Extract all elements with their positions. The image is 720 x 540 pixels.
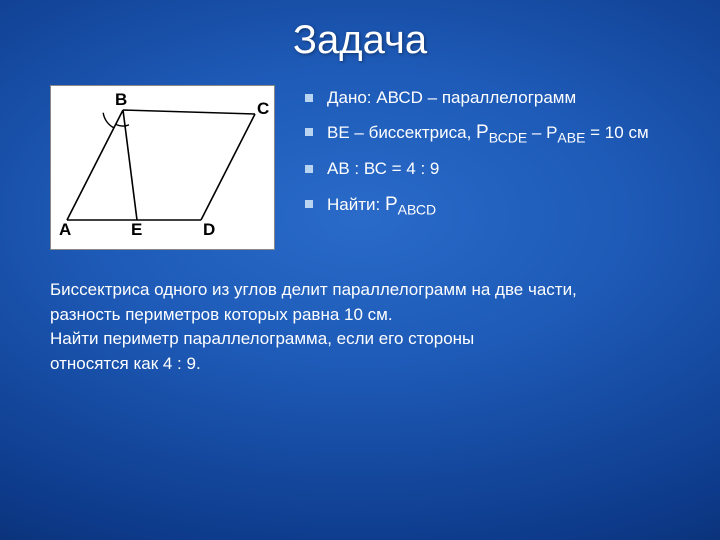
bullets-list: Дано: АВСD – параллелограмм ВЕ – биссект… bbox=[305, 85, 670, 229]
slide-title: Задача bbox=[50, 18, 670, 63]
content-row: A B C D E Дано: АВСD – параллелограмм ВЕ – б… bbox=[50, 85, 670, 250]
bullet-text: Найти: РАВСD bbox=[327, 191, 670, 220]
subscript: АВСD bbox=[398, 202, 436, 218]
statement-line: Биссектриса одного из углов делит паралл… bbox=[50, 278, 670, 303]
bullet-ratio: АВ : ВС = 4 : 9 bbox=[305, 156, 670, 182]
slide: Задача A B C D E Дано: АВСD – параллелограмм… bbox=[0, 0, 720, 540]
svg-text:B: B bbox=[115, 90, 127, 109]
perimeter-symbol: Р bbox=[385, 194, 398, 215]
bullet-given: Дано: АВСD – параллелограмм bbox=[305, 85, 670, 111]
bullet-bisector: ВЕ – биссектриса, РВСDЕ – РАВЕ = 10 см bbox=[305, 119, 670, 148]
subscript: АВЕ bbox=[557, 129, 585, 145]
statement-line: разность периметров которых равна 10 см. bbox=[50, 303, 670, 328]
bullet-text: Дано: АВСD – параллелограмм bbox=[327, 85, 670, 111]
diagram-container: A B C D E bbox=[50, 85, 275, 250]
bullet-text: АВ : ВС = 4 : 9 bbox=[327, 156, 670, 182]
text-fragment: = 10 см bbox=[585, 123, 648, 142]
text-fragment: Найти: bbox=[327, 195, 385, 214]
perimeter-symbol: Р bbox=[476, 122, 489, 143]
bullet-icon bbox=[305, 165, 313, 173]
bullet-icon bbox=[305, 94, 313, 102]
problem-statement: Биссектриса одного из углов делит паралл… bbox=[50, 278, 670, 377]
text-fragment: ВЕ – биссектриса, bbox=[327, 123, 476, 142]
svg-text:D: D bbox=[203, 220, 215, 239]
bullet-find: Найти: РАВСD bbox=[305, 191, 670, 220]
statement-line: относятся как 4 : 9. bbox=[50, 352, 670, 377]
bullet-text: ВЕ – биссектриса, РВСDЕ – РАВЕ = 10 см bbox=[327, 119, 670, 148]
svg-text:C: C bbox=[257, 99, 269, 118]
subscript: ВСDЕ bbox=[489, 129, 527, 145]
svg-text:E: E bbox=[131, 220, 142, 239]
bullet-icon bbox=[305, 200, 313, 208]
svg-text:A: A bbox=[59, 220, 71, 239]
bullet-icon bbox=[305, 128, 313, 136]
text-fragment: – Р bbox=[527, 123, 557, 142]
statement-line: Найти периметр параллелограмма, если его… bbox=[50, 327, 670, 352]
parallelogram-diagram: A B C D E bbox=[55, 90, 270, 240]
